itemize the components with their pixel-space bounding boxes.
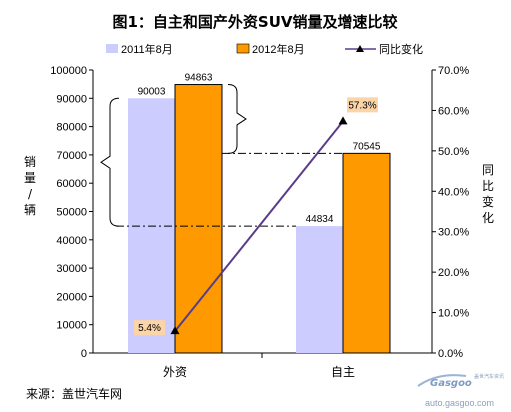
chart-title: 图1：自主和国产外资SUV销量及增速比较 [112, 13, 397, 31]
legend: 2011年8月 2012年8月 同比变化 [106, 42, 423, 56]
bar-data-label: 70545 [353, 141, 381, 152]
data-labels: 90003 94863 44834 70545 [138, 73, 381, 226]
y2-tick-label: 70.0% [438, 65, 469, 77]
y2-tick-label: 40.0% [438, 186, 469, 198]
y2-tick-label: 10.0% [438, 308, 469, 320]
y-axis-title-char: 销 [24, 155, 36, 169]
y2-tick-label: 50.0% [438, 146, 469, 158]
axes: 0 10000 20000 30000 40000 50000 60000 70000 8000… [50, 65, 469, 379]
y2-axis-title-char: 变 [482, 194, 494, 209]
bar-2012-foreign [174, 84, 223, 354]
yoy-marker [170, 326, 180, 335]
y-tick-label: 10000 [56, 320, 87, 332]
y2-tick-label: 30.0% [438, 227, 469, 239]
bar-2011-domestic [296, 226, 343, 353]
yoy-data-label: 57.3% [348, 100, 376, 111]
watermark-cn: 盖世汽车资讯 [474, 373, 504, 380]
legend-swatch-2012 [236, 43, 250, 54]
y-tick-label: 80000 [56, 122, 87, 134]
x-category-label: 外资 [163, 365, 187, 379]
yoy-line-path [174, 120, 344, 332]
watermark-brand: Gasgoo [430, 378, 472, 389]
x-category-label: 自主 [331, 365, 355, 379]
y-axis-title: 销量 / 辆 [24, 155, 36, 217]
y-tick-label: 60000 [56, 178, 87, 190]
y2-axis-title-char: 比 [482, 179, 494, 193]
y-tick-label: 0 [81, 348, 87, 360]
bar-data-label: 90003 [138, 86, 166, 97]
legend-swatch-2011 [106, 44, 118, 53]
bracket-foreign-2011-vs-domestic [100, 97, 120, 227]
bracket-foreign-2012-vs-domestic [227, 84, 247, 154]
y-tick-label: 30000 [56, 263, 87, 275]
bar-data-label: 44834 [306, 214, 334, 225]
bar-2012-domestic [342, 152, 391, 354]
watermark-swoosh-icon [417, 374, 467, 387]
y-tick-label: 20000 [56, 291, 87, 303]
yoy-marker [338, 116, 348, 125]
y-tick-label: 70000 [56, 150, 87, 162]
legend-label-2011: 2011年8月 [121, 42, 173, 56]
yoy-line: 5.4% 57.3% [134, 97, 378, 336]
legend-label-2012: 2012年8月 [252, 42, 305, 56]
yoy-data-label: 5.4% [138, 323, 161, 334]
y-axis-title-char: 量 [24, 171, 36, 185]
annotations [100, 84, 345, 227]
y-tick-label: 40000 [56, 235, 87, 247]
yoy-label-box [134, 320, 165, 336]
bar-data-label: 94863 [185, 73, 213, 84]
bars [128, 84, 391, 354]
watermark-url: auto.gasgoo.com [425, 398, 494, 408]
source-note: 来源：盖世汽车网 [26, 386, 122, 401]
y-tick-label: 90000 [56, 93, 87, 105]
y2-tick-label: 20.0% [438, 267, 469, 279]
y2-axis-title: 同比变化 [482, 163, 494, 225]
y2-tick-label: 0.0% [438, 348, 463, 360]
legend-marker-yoy [356, 45, 364, 52]
y-axis-title-char: / [28, 187, 33, 201]
y-tick-label: 50000 [56, 207, 87, 219]
y-axis-title-char: 辆 [24, 203, 36, 217]
y-tick-label: 100000 [50, 65, 87, 77]
y2-axis-title-char: 化 [482, 211, 494, 225]
yoy-label-box [347, 97, 378, 113]
y2-tick-label: 60.0% [438, 105, 469, 117]
gasgoo-watermark: Gasgoo 盖世汽车资讯 auto.gasgoo.com [417, 373, 504, 408]
y2-axis-title-char: 同 [482, 163, 494, 177]
legend-label-yoy: 同比变化 [379, 42, 423, 56]
